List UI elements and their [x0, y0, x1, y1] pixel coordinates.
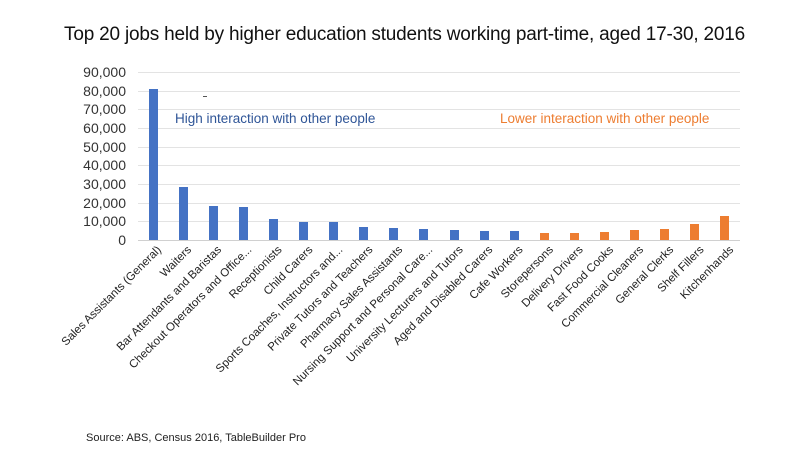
bar [690, 224, 700, 240]
y-tick-label: 20,000 [83, 195, 126, 211]
bar [660, 228, 670, 240]
bar [630, 230, 640, 240]
bar [509, 231, 519, 240]
bar [539, 233, 549, 240]
y-tick-label: 70,000 [83, 101, 126, 117]
source-note: Source: ABS, Census 2016, TableBuilder P… [86, 432, 306, 444]
x-axis-line [138, 240, 740, 241]
bar [600, 232, 610, 240]
y-tick-label: 30,000 [83, 176, 126, 192]
x-tick-label: Sales Assistants (General) [59, 244, 165, 349]
gridline [138, 128, 740, 129]
chart-title: Top 20 jobs held by higher education stu… [64, 24, 745, 45]
bar [389, 228, 399, 240]
bar [299, 221, 309, 240]
y-tick-label: 60,000 [83, 120, 126, 136]
bar [449, 230, 459, 240]
y-tick-label: 50,000 [83, 139, 126, 155]
gridline [138, 109, 740, 110]
gridline [138, 221, 740, 222]
gridline [138, 91, 740, 92]
gridline [138, 165, 740, 166]
gridline [138, 72, 740, 73]
stray-dash-mark [203, 96, 207, 97]
gridline [138, 147, 740, 148]
bar [569, 232, 579, 240]
bar [720, 215, 730, 240]
y-tick-label: 40,000 [83, 157, 126, 173]
annotation-lower-interaction: Lower interaction with other people [500, 111, 710, 126]
annotation-high-interaction: High interaction with other people [175, 111, 376, 126]
bar [359, 226, 369, 240]
bar [419, 228, 429, 240]
bar [208, 206, 218, 240]
bar [479, 230, 489, 240]
bar [329, 221, 339, 240]
bar [178, 186, 188, 240]
bar [148, 88, 158, 240]
gridline [138, 203, 740, 204]
x-tick-label: Kitchenhands [678, 244, 737, 302]
y-tick-label: 10,000 [83, 213, 126, 229]
y-tick-label: 90,000 [83, 64, 126, 80]
y-tick-label: 80,000 [83, 83, 126, 99]
y-tick-label: 0 [118, 232, 126, 248]
bar [238, 206, 248, 240]
gridline [138, 184, 740, 185]
bar [268, 219, 278, 240]
